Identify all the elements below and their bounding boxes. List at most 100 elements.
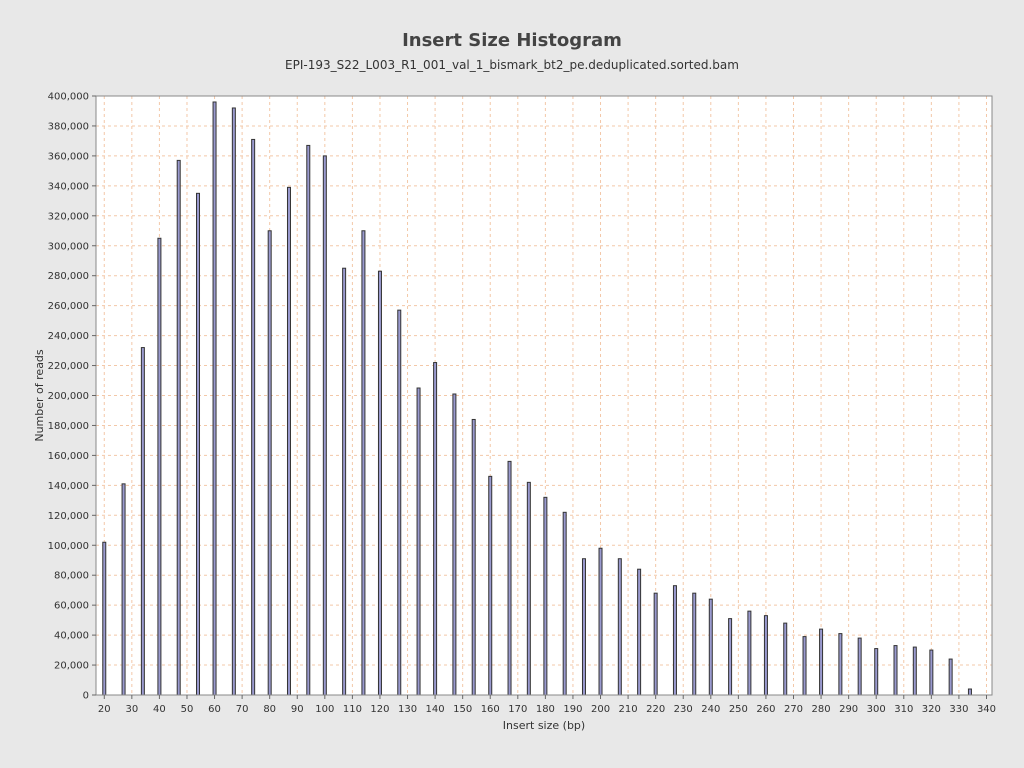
y-tick-label: 120,000: [48, 511, 89, 522]
histogram-bar: [231, 107, 236, 696]
chart-title: Insert Size Histogram: [402, 30, 622, 51]
histogram-bar: [893, 645, 898, 696]
chart-subtitle: EPI-193_S22_L003_R1_001_val_1_bismark_bt…: [285, 58, 739, 72]
x-tick-label: 50: [181, 704, 194, 715]
y-tick-label: 60,000: [54, 601, 89, 612]
y-tick-label: 360,000: [48, 151, 89, 162]
histogram-bar: [306, 144, 311, 696]
x-tick-label: 90: [291, 704, 304, 715]
y-tick-label: 300,000: [48, 241, 89, 252]
y-tick-label: 400,000: [48, 92, 89, 103]
histogram-bar: [672, 585, 677, 696]
x-tick-label: 190: [563, 704, 582, 715]
histogram-bar: [637, 568, 642, 696]
x-tick-label: 240: [701, 704, 720, 715]
x-tick-label: 30: [125, 704, 138, 715]
histogram-bar: [728, 618, 733, 696]
histogram-bar: [267, 230, 272, 696]
x-tick-label: 300: [867, 704, 886, 715]
histogram-bar: [581, 558, 586, 696]
x-tick-label: 340: [977, 704, 996, 715]
x-tick-label: 260: [756, 704, 775, 715]
x-tick-label: 140: [426, 704, 445, 715]
y-tick-label: 260,000: [48, 301, 89, 312]
x-tick-label: 110: [343, 704, 362, 715]
histogram-bar: [471, 418, 476, 696]
x-tick-label: 160: [481, 704, 500, 715]
x-tick-label: 180: [536, 704, 555, 715]
x-tick-label: 200: [591, 704, 610, 715]
histogram-bar: [342, 267, 347, 696]
histogram-bar: [598, 547, 603, 696]
histogram-bar: [433, 362, 438, 696]
histogram-bar: [692, 592, 697, 696]
histogram-bar: [121, 483, 126, 696]
x-tick-label: 310: [894, 704, 913, 715]
histogram-bar: [102, 541, 107, 696]
x-tick-label: 130: [398, 704, 417, 715]
histogram-bar: [653, 592, 658, 696]
y-tick-label: 140,000: [48, 481, 89, 492]
histogram-bar: [251, 138, 256, 696]
y-axis-title: Number of reads: [33, 349, 46, 442]
histogram-bar: [157, 237, 162, 696]
y-tick-label: 160,000: [48, 451, 89, 462]
x-tick-label: 80: [263, 704, 276, 715]
histogram-bar: [526, 481, 531, 696]
y-tick-label: 180,000: [48, 421, 89, 432]
x-tick-label: 40: [153, 704, 166, 715]
x-tick-label: 250: [729, 704, 748, 715]
x-tick-label: 70: [236, 704, 249, 715]
x-tick-label: 330: [949, 704, 968, 715]
histogram-bar: [212, 101, 217, 696]
histogram-bar: [617, 558, 622, 696]
histogram-bar: [929, 649, 934, 696]
x-axis-ticks: 20 30 40 50 60 70 80 90 100 110 120 130 140 150 160 170…: [98, 695, 996, 715]
x-tick-label: 100: [315, 704, 334, 715]
histogram-bar: [747, 610, 752, 696]
y-tick-label: 320,000: [48, 211, 89, 222]
histogram-bar: [783, 622, 788, 696]
y-tick-label: 280,000: [48, 271, 89, 282]
y-axis-ticks: 0 20,000 40,000 60,000 80,000 100,000 120,000 1…: [48, 92, 96, 702]
y-tick-label: 240,000: [48, 331, 89, 342]
y-tick-label: 40,000: [54, 631, 89, 642]
y-tick-label: 100,000: [48, 541, 89, 552]
histogram-bar: [967, 688, 972, 696]
x-tick-label: 210: [619, 704, 638, 715]
histogram-bar: [708, 598, 713, 696]
histogram-bar: [416, 387, 421, 696]
histogram-bar: [948, 658, 953, 696]
x-tick-label: 270: [784, 704, 803, 715]
histogram-bar: [140, 347, 145, 696]
y-tick-label: 380,000: [48, 121, 89, 132]
histogram-bar: [488, 475, 493, 696]
histogram-bar: [543, 496, 548, 696]
histogram-bar: [176, 159, 181, 696]
x-tick-label: 320: [922, 704, 941, 715]
histogram-bar: [361, 230, 366, 696]
histogram-bar: [322, 155, 327, 696]
x-tick-label: 120: [370, 704, 389, 715]
histogram-bar: [763, 615, 768, 696]
y-tick-label: 340,000: [48, 181, 89, 192]
histogram-bar: [857, 637, 862, 696]
histogram-bar: [196, 192, 201, 696]
y-tick-label: 80,000: [54, 571, 89, 582]
y-tick-label: 200,000: [48, 391, 89, 402]
histogram-bar: [819, 628, 824, 696]
x-axis-title: Insert size (bp): [503, 719, 585, 732]
x-tick-label: 220: [646, 704, 665, 715]
y-tick-label: 220,000: [48, 361, 89, 372]
x-tick-label: 150: [453, 704, 472, 715]
histogram-bar: [838, 633, 843, 696]
histogram-bar: [397, 309, 402, 696]
histogram-bar: [507, 460, 512, 696]
x-tick-label: 60: [208, 704, 221, 715]
x-tick-label: 170: [508, 704, 527, 715]
y-tick-label: 20,000: [54, 661, 89, 672]
histogram-bar: [377, 270, 382, 696]
bars: [102, 101, 972, 696]
y-tick-label: 0: [83, 691, 89, 702]
histogram-bar: [874, 648, 879, 696]
